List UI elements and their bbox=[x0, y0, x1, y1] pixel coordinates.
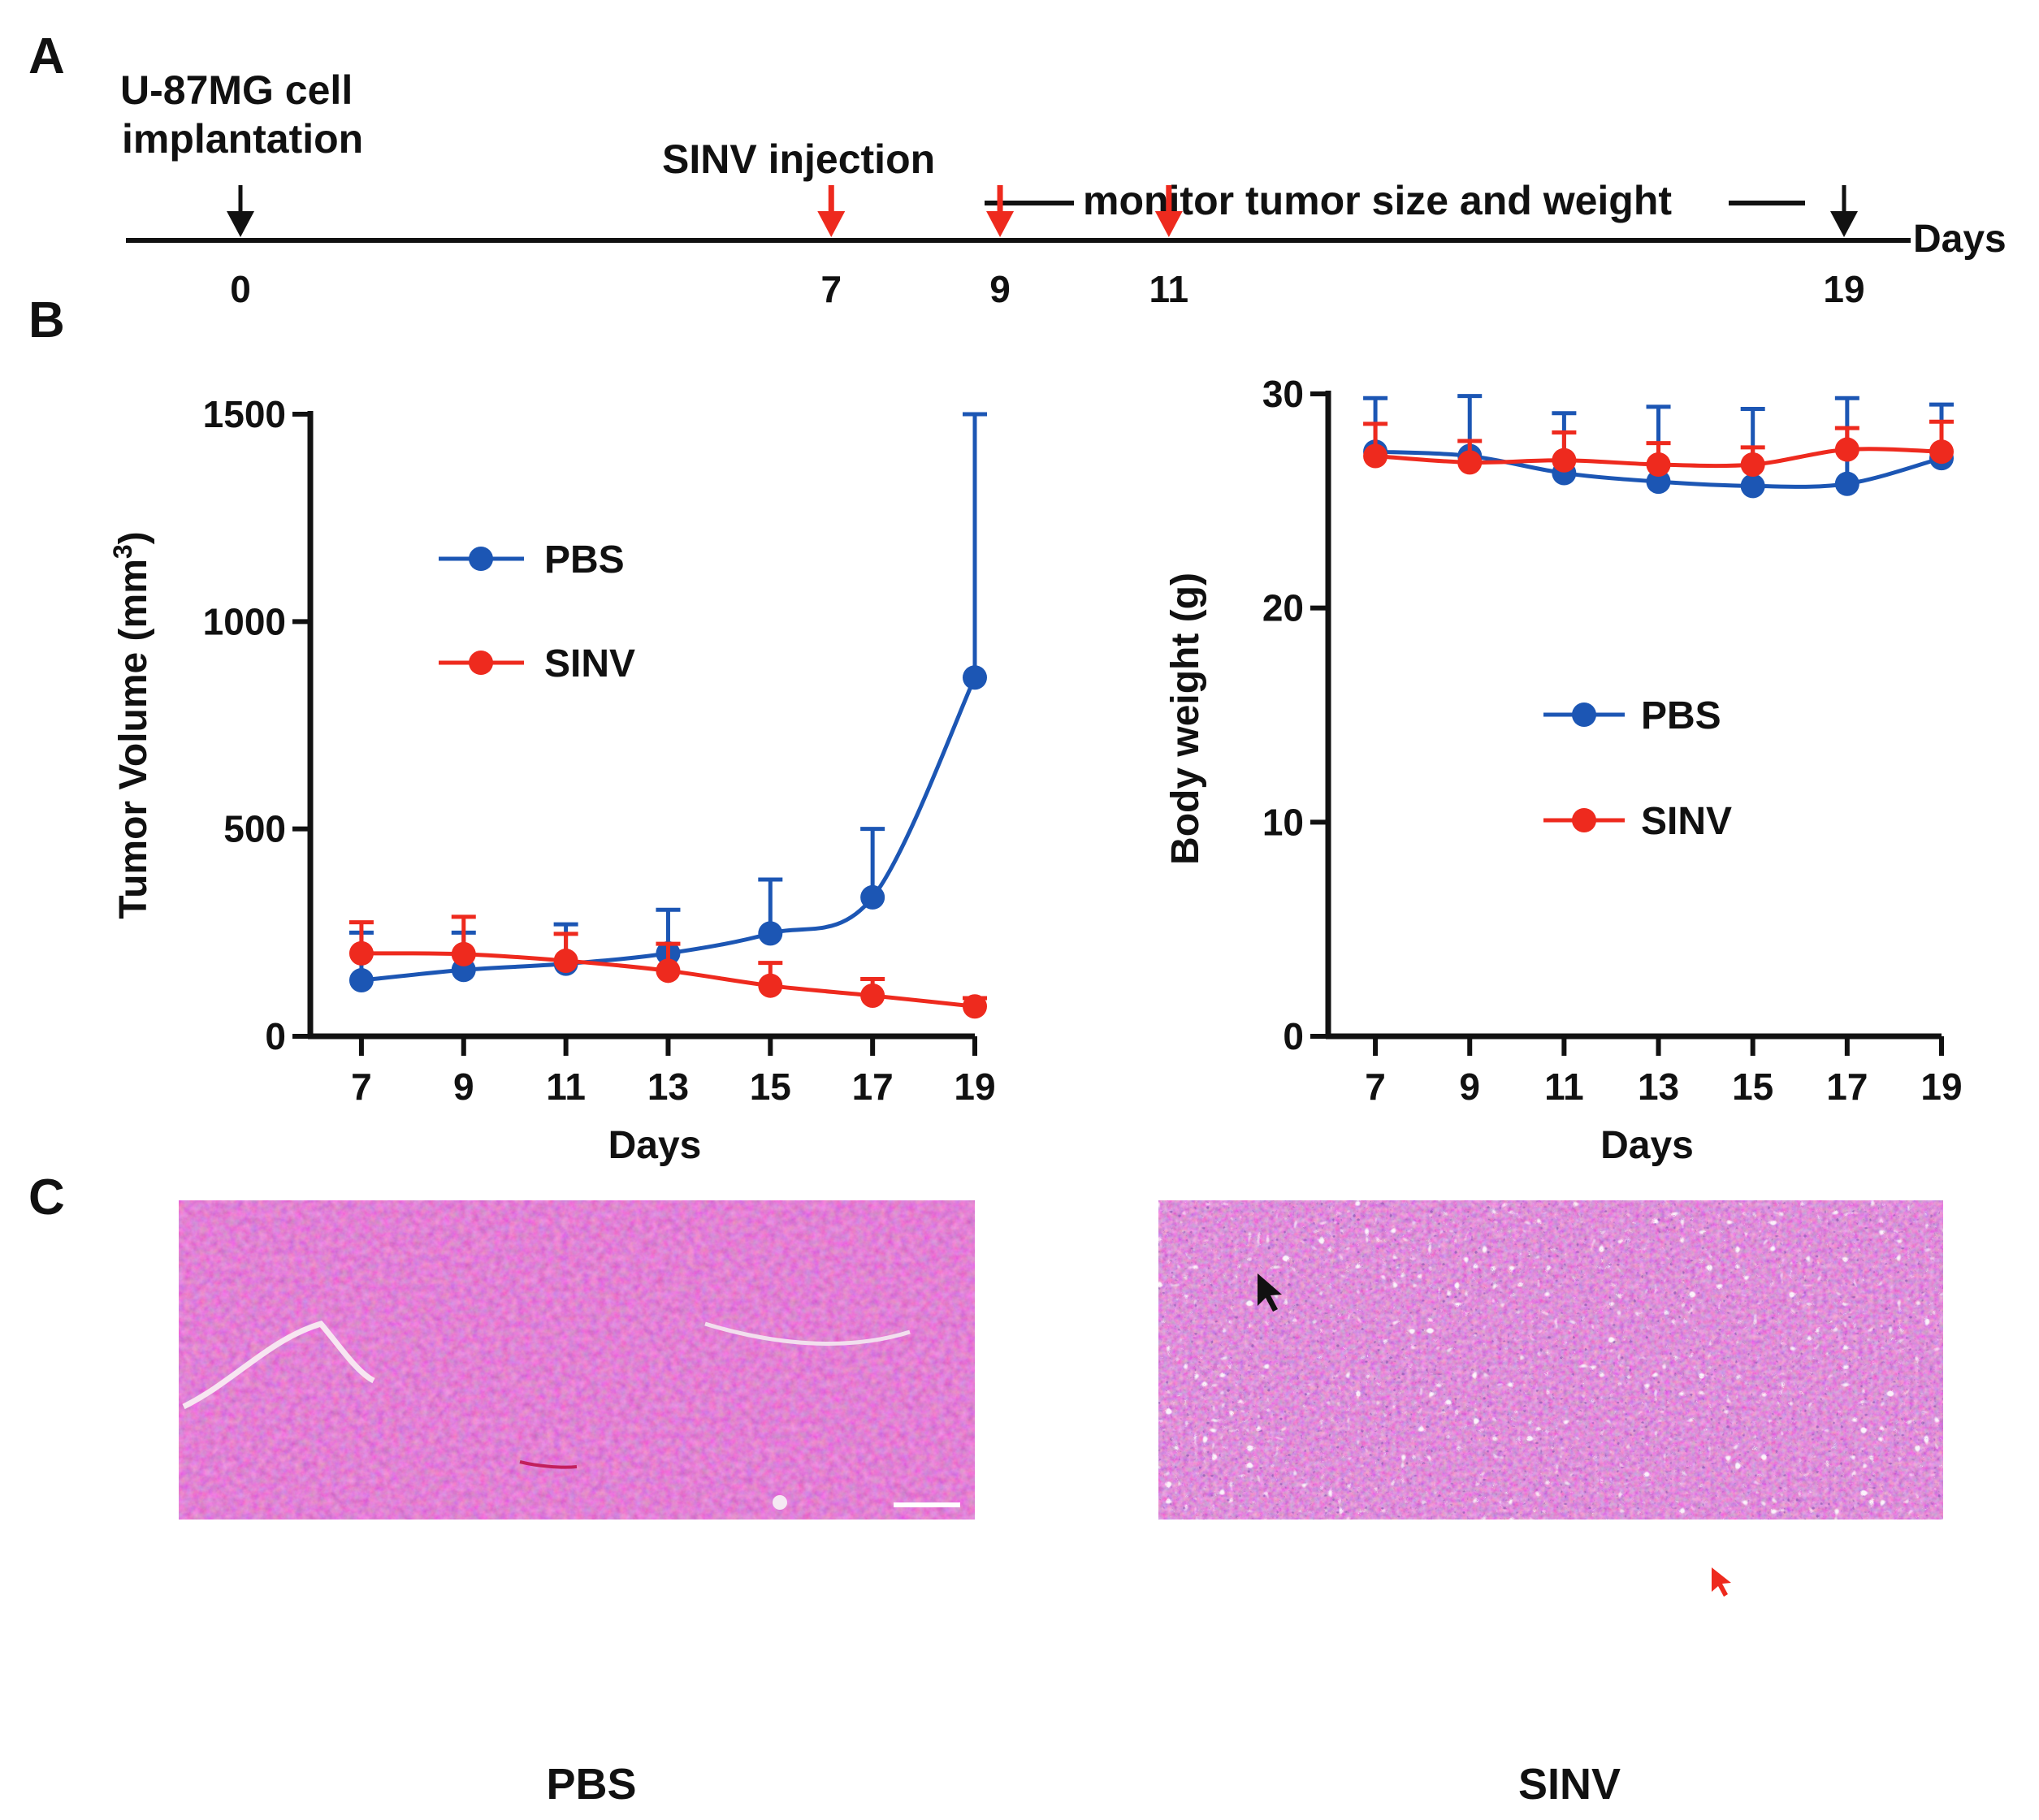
x-tick-label: 13 bbox=[1638, 1066, 1679, 1108]
pbs-data-point bbox=[1834, 471, 1859, 496]
histology-image-sinv bbox=[1158, 1200, 1943, 1597]
implantation-label-line2: implantation bbox=[122, 116, 363, 162]
x-tick-label: 17 bbox=[852, 1066, 894, 1108]
legend-label-pbs: PBS bbox=[544, 538, 625, 581]
y-tick-label: 0 bbox=[265, 1015, 286, 1057]
timeline-day-label: 7 bbox=[820, 268, 842, 310]
implantation-label-line1: U-87MG cell bbox=[120, 67, 353, 113]
legend-marker-sinv bbox=[1572, 808, 1596, 832]
sinv-data-point bbox=[656, 958, 681, 983]
sinv-data-point bbox=[1363, 443, 1388, 469]
injection-arrow-head bbox=[986, 211, 1015, 237]
x-tick-label: 11 bbox=[546, 1066, 586, 1108]
timeline: Days U-87MG cell implantation SINV injec… bbox=[120, 67, 2007, 310]
tumor-volume-chart: 0 500 1000 1500 7 9 11 13 15 17 19 Days Tumor Volume… bbox=[108, 393, 996, 1167]
timeline-day-label: 19 bbox=[1823, 268, 1864, 310]
timepoint-arrow-head bbox=[1830, 211, 1858, 237]
y-tick-label: 10 bbox=[1262, 801, 1304, 843]
vessel-mark bbox=[182, 1320, 375, 1410]
legend-marker-pbs bbox=[1572, 702, 1596, 727]
legend-label-sinv: SINV bbox=[544, 642, 635, 685]
legend-label-pbs: PBS bbox=[1641, 694, 1721, 737]
sinv-data-point bbox=[553, 949, 578, 974]
vessel-mark bbox=[519, 1460, 578, 1469]
legend-marker-sinv bbox=[469, 651, 493, 675]
pbs-data-point bbox=[963, 665, 987, 690]
pbs-data-point bbox=[348, 968, 374, 993]
y-tick-label: 500 bbox=[223, 808, 286, 850]
body-weight-chart: 0 10 20 30 7 9 11 13 15 17 19 Days Body weight (g) PB… bbox=[1164, 373, 1963, 1167]
sinv-data-point bbox=[758, 973, 783, 998]
histology-caption-pbs: PBS bbox=[546, 1760, 636, 1809]
y-axis-title: Body weight (g) bbox=[1164, 573, 1207, 865]
pbs-data-point bbox=[758, 921, 783, 946]
x-tick-label: 9 bbox=[1459, 1066, 1480, 1108]
panel-label-a: A bbox=[28, 28, 65, 84]
y-tick-label: 30 bbox=[1262, 373, 1304, 415]
sinv-data-point bbox=[1740, 452, 1765, 478]
panel-label-c: C bbox=[28, 1169, 65, 1226]
monitor-label: monitor tumor size and weight bbox=[1083, 178, 1672, 223]
histology-image-pbs bbox=[179, 1200, 975, 1520]
black-pointer-arrow bbox=[1258, 1273, 1282, 1312]
x-axis-title: Days bbox=[608, 1124, 702, 1167]
y-tick-label: 20 bbox=[1262, 587, 1304, 629]
x-tick-label: 7 bbox=[351, 1066, 372, 1108]
injection-arrow-head bbox=[1154, 211, 1183, 237]
x-tick-label: 13 bbox=[647, 1066, 689, 1108]
timeline-marks: 0 7 9 11 19 bbox=[227, 185, 1865, 310]
timepoint-arrow-head bbox=[227, 211, 254, 237]
y-tick-label: 1000 bbox=[203, 600, 286, 642]
y-tick-label: 1500 bbox=[203, 393, 286, 435]
injection-arrow-head bbox=[817, 211, 846, 237]
timeline-day-label: 9 bbox=[989, 268, 1011, 310]
x-axis-title: Days bbox=[1600, 1124, 1694, 1167]
sinv-data-point bbox=[1834, 437, 1859, 462]
sinv-data-point bbox=[1929, 439, 1954, 465]
pbs-data-point bbox=[1646, 469, 1671, 495]
histology-caption-sinv: SINV bbox=[1518, 1760, 1621, 1809]
red-pointer-arrow bbox=[1712, 1567, 1731, 1597]
vessel-mark bbox=[704, 1321, 911, 1346]
x-tick-label: 9 bbox=[453, 1066, 474, 1108]
x-tick-label: 15 bbox=[750, 1066, 791, 1108]
x-tick-label: 15 bbox=[1732, 1066, 1773, 1108]
timeline-day-label: 11 bbox=[1149, 268, 1189, 310]
sinv-data-point bbox=[1646, 452, 1671, 478]
sinv-data-point bbox=[860, 983, 885, 1008]
x-tick-label: 19 bbox=[954, 1066, 995, 1108]
sinv-data-point bbox=[348, 940, 374, 966]
bubble-mark bbox=[773, 1495, 787, 1510]
pbs-data-point bbox=[860, 884, 885, 910]
sinv-data-point bbox=[1457, 450, 1483, 475]
x-tick-label: 19 bbox=[1920, 1066, 1962, 1108]
x-tick-label: 17 bbox=[1826, 1066, 1868, 1108]
pbs-data-point bbox=[1740, 473, 1765, 499]
sinv-data-point bbox=[1552, 447, 1577, 473]
sinv-data-point bbox=[451, 941, 476, 966]
legend-marker-pbs bbox=[469, 547, 493, 571]
injection-label: SINV injection bbox=[662, 136, 935, 182]
y-tick-label: 0 bbox=[1283, 1015, 1304, 1057]
x-tick-label: 7 bbox=[1365, 1066, 1386, 1108]
timeline-unit-label: Days bbox=[1913, 218, 2007, 261]
x-tick-label: 11 bbox=[1544, 1066, 1584, 1108]
sinv-data-point bbox=[963, 994, 987, 1019]
timeline-day-label: 0 bbox=[230, 268, 251, 310]
y-axis-title: Tumor Volume (mm3) bbox=[108, 531, 155, 919]
panel-label-b: B bbox=[28, 292, 65, 348]
legend-label-sinv: SINV bbox=[1641, 800, 1732, 843]
